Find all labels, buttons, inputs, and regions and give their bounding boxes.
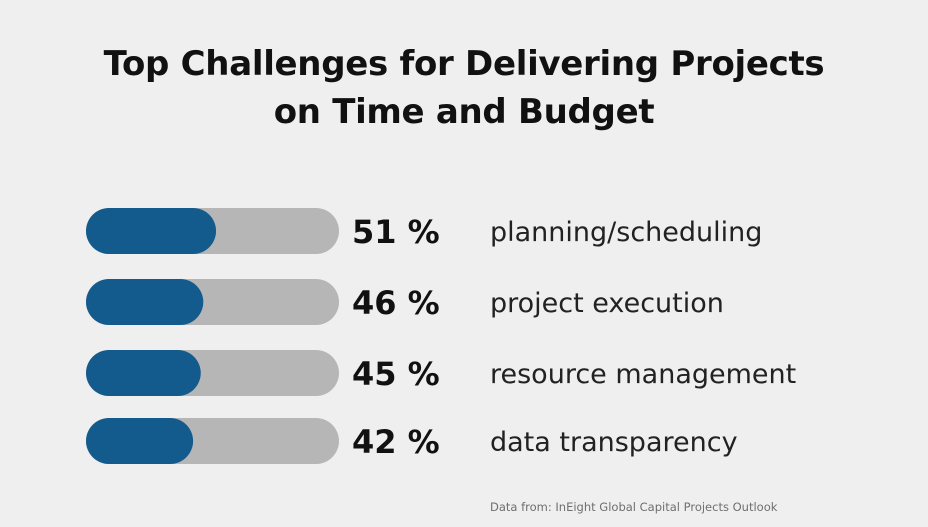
bar-fill (86, 208, 217, 254)
value-label: 45 % (352, 355, 440, 393)
chart-title-line-2: on Time and Budget (273, 92, 655, 132)
value-label: 42 % (352, 423, 440, 461)
bar-fill (86, 279, 204, 325)
bar-fill (86, 350, 201, 396)
category-label: planning/scheduling (490, 217, 762, 248)
value-label: 51 % (352, 213, 440, 251)
category-label: project execution (490, 288, 724, 319)
chart-title-line-1: Top Challenges for Delivering Projects (103, 44, 825, 84)
chart-title: Top Challenges for Delivering Projects o… (0, 40, 928, 136)
category-label: resource management (490, 359, 796, 390)
source-note: Data from: InEight Global Capital Projec… (490, 500, 778, 514)
category-label: data transparency (490, 427, 738, 458)
value-label: 46 % (352, 284, 440, 322)
bar-fill (86, 418, 194, 464)
